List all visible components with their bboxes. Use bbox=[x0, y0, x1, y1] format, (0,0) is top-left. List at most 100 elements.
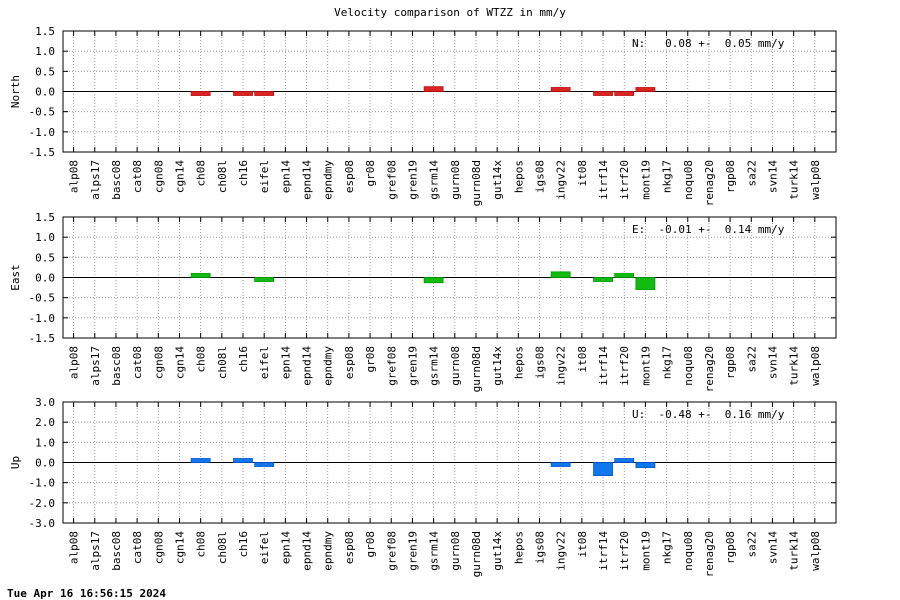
y-tick-label: -1.0 bbox=[29, 126, 56, 139]
x-tick-label: alps17 bbox=[89, 160, 102, 200]
x-tick-label: igs08 bbox=[534, 346, 547, 379]
panel-east: 1.5 1.0 0.5 0.0 -0.5 -1.0 -1.5 alp08 alps17 basc0… bbox=[9, 211, 837, 392]
x-tick-label: it08 bbox=[576, 346, 589, 373]
bar-eifel bbox=[254, 277, 275, 282]
x-tick-label: renag20 bbox=[703, 160, 716, 206]
x-tick-label: igs08 bbox=[534, 531, 547, 564]
x-tick-label: mont19 bbox=[639, 346, 652, 386]
x-tick-label: epn14 bbox=[279, 160, 292, 193]
x-tick-label: alps17 bbox=[89, 346, 102, 386]
y-tick-label: 3.0 bbox=[35, 396, 55, 409]
bar-itrf14 bbox=[593, 91, 613, 96]
x-tick-label: gut14x bbox=[491, 160, 504, 200]
x-tick-label: hepos bbox=[512, 346, 525, 379]
x-tick-label: hepos bbox=[512, 531, 525, 564]
x-tick-label: rgp08 bbox=[724, 160, 737, 193]
x-tick-label: itrf14 bbox=[597, 531, 610, 571]
y-tick-label: -1.0 bbox=[29, 477, 56, 490]
x-tick-label: epndmy bbox=[322, 160, 335, 200]
x-tick-label: epnd14 bbox=[301, 160, 314, 200]
bar-itrf14 bbox=[593, 277, 613, 282]
x-tick-label: gren19 bbox=[406, 531, 419, 571]
bar-gsrm14 bbox=[423, 86, 444, 92]
x-tick-label: basc08 bbox=[110, 346, 123, 386]
x-tick-label: gsrm14 bbox=[428, 160, 441, 200]
bar-ch16 bbox=[233, 91, 253, 96]
x-tick-label: gurn08 bbox=[449, 346, 462, 386]
x-tick-label: it08 bbox=[576, 531, 589, 558]
x-tick-label: gsrm14 bbox=[428, 531, 441, 571]
x-tick-label: mont19 bbox=[639, 160, 652, 200]
bar-eifel bbox=[254, 91, 275, 96]
y-axis-label: East bbox=[9, 264, 22, 291]
x-tick-label: svn14 bbox=[766, 160, 779, 193]
x-tick-label: ch08 bbox=[195, 160, 208, 187]
stats-annotation: E: -0.01 +- 0.14 mm/y bbox=[632, 223, 785, 236]
x-tick-label: walp08 bbox=[809, 160, 822, 200]
y-tick-label: -2.0 bbox=[29, 497, 56, 510]
x-tick-label: eifel bbox=[258, 346, 271, 379]
x-tick-label: basc08 bbox=[110, 160, 123, 200]
y-tick-label: 1.0 bbox=[35, 436, 55, 449]
x-tick-label: itrf14 bbox=[597, 160, 610, 200]
x-tick-label: cgn14 bbox=[173, 160, 186, 193]
y-tick-label: 0.5 bbox=[35, 65, 55, 78]
x-tick-label: alps17 bbox=[89, 531, 102, 571]
bar-ch08 bbox=[190, 458, 211, 463]
x-tick-label: turk14 bbox=[788, 531, 801, 571]
x-tick-label: renag20 bbox=[703, 531, 716, 577]
x-tick-label: hepos bbox=[512, 160, 525, 193]
x-tick-label: itrf20 bbox=[618, 160, 631, 200]
x-tick-label: epndmy bbox=[322, 531, 335, 571]
x-tick-label: ch16 bbox=[237, 346, 250, 373]
x-tick-label: cat08 bbox=[131, 160, 144, 193]
x-tick-label: ch16 bbox=[237, 531, 250, 558]
y-tick-label: -1.5 bbox=[29, 146, 56, 159]
x-tick-label: renag20 bbox=[703, 346, 716, 392]
x-tick-label: epndmy bbox=[322, 346, 335, 386]
x-tick-label: alp08 bbox=[68, 160, 81, 193]
bar-ch08 bbox=[190, 273, 211, 278]
y-tick-label: 1.0 bbox=[35, 231, 55, 244]
bar-eifel bbox=[254, 462, 275, 467]
y-axis-label: North bbox=[9, 75, 22, 108]
timestamp: Tue Apr 16 16:56:15 2024 bbox=[7, 587, 166, 600]
x-tick-label: nkg17 bbox=[661, 531, 674, 564]
bar-mont19 bbox=[635, 462, 656, 468]
x-tick-label: esp08 bbox=[343, 160, 356, 193]
x-tick-label: cgn08 bbox=[152, 346, 165, 379]
x-tick-label: eifel bbox=[258, 160, 271, 193]
x-tick-label: gren19 bbox=[406, 346, 419, 386]
y-tick-label: -0.5 bbox=[29, 106, 56, 119]
x-tick-label: cgn14 bbox=[173, 346, 186, 379]
x-tick-label: rgp08 bbox=[724, 346, 737, 379]
y-tick-label: -1.5 bbox=[29, 332, 56, 345]
panel-north: 1.5 1.0 0.5 0.0 -0.5 -1.0 -1.5 alp08 alps17 basc0… bbox=[9, 25, 837, 206]
x-tick-label: sa22 bbox=[745, 346, 758, 373]
y-tick-label: -0.5 bbox=[29, 292, 56, 305]
x-tick-label: gsrm14 bbox=[428, 346, 441, 386]
y-tick-label: 1.0 bbox=[35, 45, 55, 58]
x-tick-label: ingv22 bbox=[555, 531, 568, 571]
x-tick-label: gr08 bbox=[364, 531, 377, 558]
bar-ch16 bbox=[233, 458, 253, 463]
x-tick-label: walp08 bbox=[809, 346, 822, 386]
x-tick-label: svn14 bbox=[766, 346, 779, 379]
x-tick-label: it08 bbox=[576, 160, 589, 187]
y-tick-label: 0.5 bbox=[35, 251, 55, 264]
x-tick-label: epn14 bbox=[279, 531, 292, 564]
chart-title: Velocity comparison of WTZZ in mm/y bbox=[334, 6, 566, 19]
x-tick-label: itrf14 bbox=[597, 346, 610, 386]
x-tick-label: walp08 bbox=[809, 531, 822, 571]
x-tick-label: itrf20 bbox=[618, 531, 631, 571]
bar-itrf14 bbox=[593, 462, 613, 477]
x-tick-label: gurn08 bbox=[449, 531, 462, 571]
x-tick-label: mont19 bbox=[639, 531, 652, 571]
x-tick-label: gut14x bbox=[491, 346, 504, 386]
x-tick-label: epnd14 bbox=[301, 531, 314, 571]
x-tick-label: cgn08 bbox=[152, 160, 165, 193]
bar-ingv22 bbox=[550, 462, 571, 467]
x-tick-label: noqu08 bbox=[682, 531, 695, 571]
y-tick-label: 2.0 bbox=[35, 416, 55, 429]
bar-mont19 bbox=[635, 277, 656, 291]
